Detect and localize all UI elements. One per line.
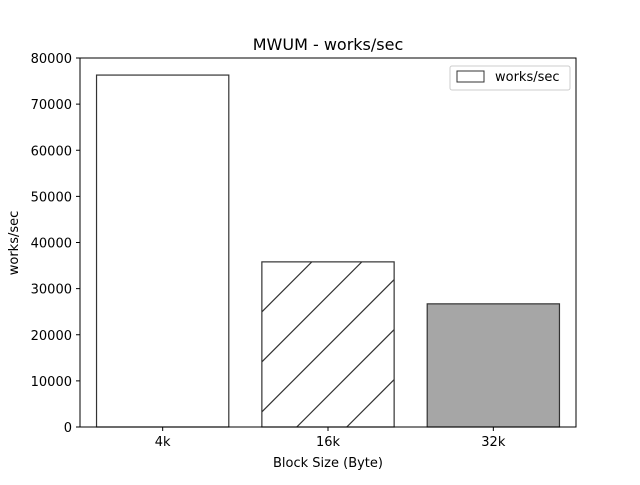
- bar-32k: [427, 303, 560, 427]
- hatch-line: [296, 328, 395, 427]
- y-tick-label-20000: 20000: [31, 329, 72, 344]
- hatch-line: [261, 278, 395, 413]
- bar-4k: [96, 75, 229, 427]
- hatch-line: [547, 262, 640, 427]
- y-tick-label-70000: 70000: [31, 98, 72, 113]
- axes-group: 4k 16k 32k 0 10000 20000 30000 40000 50000 60000 7…: [31, 52, 577, 450]
- hatch-line: [346, 378, 395, 427]
- y-axis-label: works/sec: [7, 211, 22, 276]
- y-tick-label-40000: 40000: [31, 237, 72, 252]
- bar-16k: [261, 261, 395, 427]
- y-tick-label-50000: 50000: [31, 190, 72, 205]
- y-tick-label-80000: 80000: [31, 52, 72, 67]
- x-tick-label-4k: 4k: [155, 435, 171, 450]
- bars-group: [95, 74, 640, 428]
- hatch-line: [261, 261, 313, 313]
- x-tick-label-16k: 16k: [316, 435, 341, 450]
- hatch-line: [261, 261, 363, 363]
- legend-label: works/sec: [495, 70, 560, 85]
- y-tick-label-10000: 10000: [31, 375, 72, 390]
- legend: works/sec: [449, 65, 571, 91]
- chart-title: MWUM - works/sec: [253, 35, 404, 54]
- bar-hatch-16k: [261, 261, 640, 427]
- legend-swatch: [456, 70, 485, 83]
- x-axis-label: Block Size (Byte): [273, 456, 383, 471]
- y-tick-label-30000: 30000: [31, 283, 72, 298]
- y-tick-label-0: 0: [64, 421, 72, 436]
- x-tick-label-32k: 32k: [481, 435, 506, 450]
- y-tick-label-60000: 60000: [31, 144, 72, 159]
